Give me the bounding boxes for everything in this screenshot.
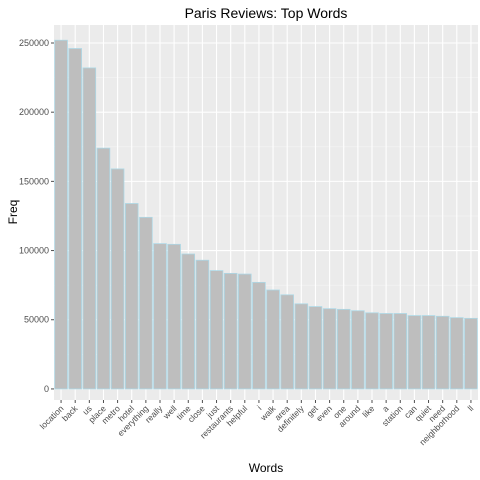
bar — [336, 308, 351, 390]
y-tick-label: 200000 — [19, 107, 49, 117]
bar — [308, 306, 323, 390]
bar — [407, 315, 422, 390]
bar — [195, 259, 210, 390]
y-tick-label: 50000 — [24, 315, 49, 325]
bar — [266, 289, 280, 390]
bar — [450, 317, 464, 390]
bar — [124, 203, 139, 390]
bar — [167, 243, 181, 390]
bar — [82, 67, 97, 390]
bar — [421, 315, 436, 390]
bar — [153, 243, 167, 390]
x-tick-label: back — [60, 403, 80, 423]
bar — [351, 310, 365, 390]
x-tick-label: like — [360, 403, 376, 419]
bar — [252, 281, 266, 390]
bar — [322, 308, 337, 390]
bar — [379, 313, 393, 390]
bar — [294, 303, 309, 390]
bar — [238, 273, 252, 390]
x-tick-label: a — [380, 403, 391, 414]
bar — [280, 294, 294, 390]
x-tick-label: close — [186, 403, 207, 424]
x-tick-label: i — [255, 403, 263, 411]
bar — [464, 317, 478, 390]
bar — [96, 147, 111, 390]
bar — [68, 48, 82, 390]
bar — [435, 315, 450, 390]
bar — [54, 39, 68, 390]
chart-title: Paris Reviews: Top Words — [185, 5, 348, 21]
bar — [365, 312, 379, 390]
y-tick-label: 250000 — [19, 38, 49, 48]
y-axis-label: Freq — [6, 200, 20, 225]
plot-panel — [54, 25, 478, 400]
bar — [110, 168, 125, 390]
x-tick-label: ll — [466, 403, 476, 413]
y-tick-label: 0 — [44, 384, 49, 394]
bar — [139, 216, 153, 390]
bar — [209, 270, 224, 390]
y-tick-label: 100000 — [19, 246, 49, 256]
bars — [54, 39, 478, 390]
bar — [181, 253, 196, 390]
y-tick-label: 150000 — [19, 176, 49, 186]
x-axis-label: Words — [249, 461, 283, 475]
y-axis: 0 50000 100000 150000 200000 250000 — [19, 38, 54, 394]
bar — [393, 313, 408, 390]
bar — [223, 272, 238, 390]
